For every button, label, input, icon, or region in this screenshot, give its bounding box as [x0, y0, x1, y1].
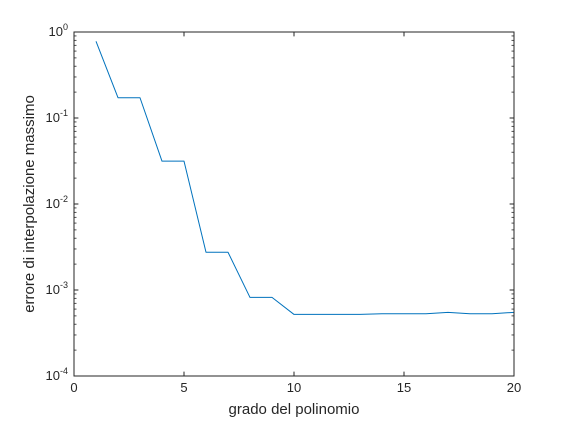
y-tick-label: 10-1 — [46, 108, 68, 125]
x-tick-label: 0 — [70, 380, 77, 395]
x-tick-label: 20 — [507, 380, 521, 395]
y-tick-label: 10-3 — [46, 280, 68, 297]
x-tick-label: 5 — [180, 380, 187, 395]
plot-area — [74, 32, 514, 376]
y-axis-label: errore di interpolazione massimo — [21, 95, 38, 313]
y-tick-label: 100 — [49, 22, 68, 39]
x-tick-label: 10 — [287, 380, 301, 395]
axes-layer — [73, 31, 515, 377]
tick-labels: 0 5 10 15 20 10-4 10-3 10-2 10-1 100 — [46, 22, 522, 395]
x-axis-label: grado del polinomio — [229, 401, 360, 418]
y-tick-label: 10-2 — [46, 194, 68, 211]
y-tick-label: 10-4 — [46, 366, 68, 383]
series-line-0 — [95, 41, 515, 315]
series-layer — [95, 41, 515, 315]
x-tick-label: 15 — [397, 380, 411, 395]
